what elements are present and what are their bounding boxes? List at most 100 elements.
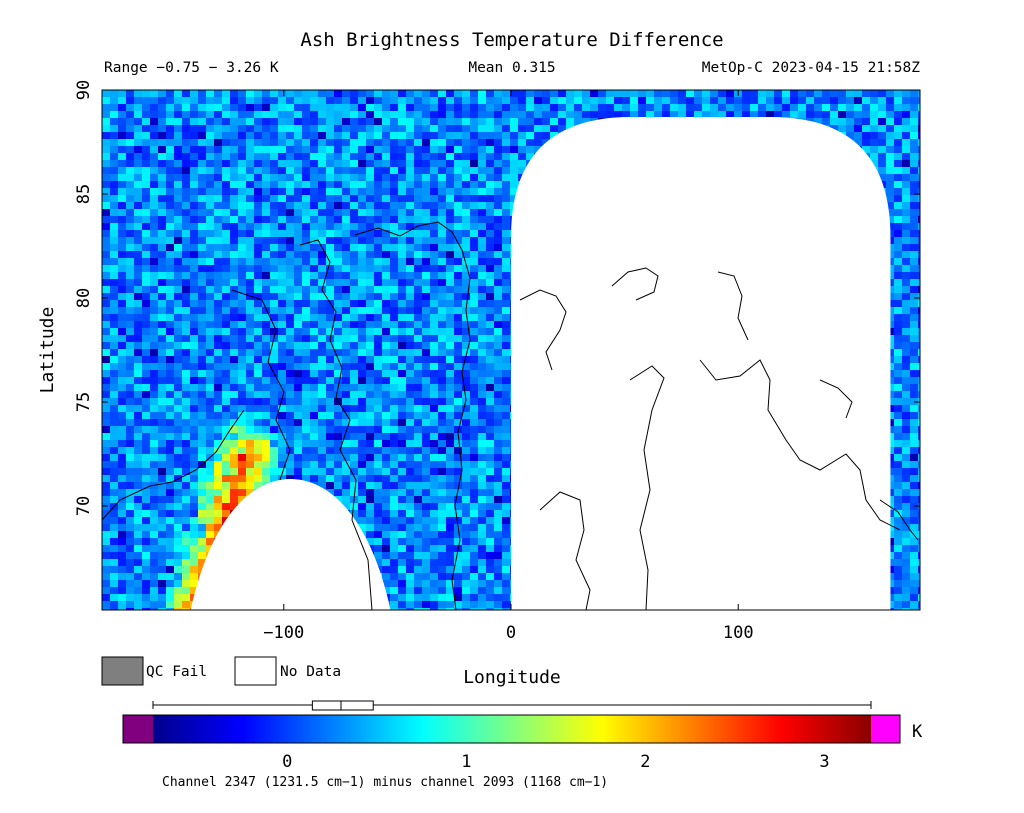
heatmap-cell [342,195,350,202]
heatmap-cell [718,104,726,111]
heatmap-cell [470,174,478,181]
heatmap-cell [310,370,318,377]
heatmap-cell [526,139,534,146]
heatmap-cell [390,111,398,118]
heatmap-cell [118,251,126,258]
heatmap-cell [486,223,494,230]
heatmap-cell [134,258,142,265]
heatmap-cell [222,391,230,398]
heatmap-cell [694,111,702,118]
heatmap-cell [390,216,398,223]
heatmap-cell [846,118,854,125]
heatmap-cell [302,405,310,412]
heatmap-cell [206,230,214,237]
heatmap-cell [486,412,494,419]
heatmap-cell [478,426,486,433]
heatmap-cell [102,314,110,321]
heatmap-cell [270,202,278,209]
heatmap-cell [182,426,190,433]
heatmap-cell [486,272,494,279]
heatmap-cell [398,370,406,377]
heatmap-cell [382,370,390,377]
heatmap-cell [910,160,918,167]
heatmap-cell [558,125,566,132]
heatmap-cell [462,370,470,377]
heatmap-cell [326,279,334,286]
heatmap-cell [462,314,470,321]
heatmap-cell [454,111,462,118]
heatmap-cell [462,132,470,139]
heatmap-cell [110,265,118,272]
heatmap-cell [566,118,574,125]
heatmap-cell [174,356,182,363]
heatmap-cell [430,118,438,125]
heatmap-cell [350,181,358,188]
heatmap-cell [262,314,270,321]
heatmap-cell [126,181,134,188]
heatmap-cell [222,314,230,321]
heatmap-cell [318,104,326,111]
heatmap-cell [198,398,206,405]
heatmap-cell [206,244,214,251]
heatmap-cell [374,251,382,258]
heatmap-cell [238,244,246,251]
heatmap-cell [334,244,342,251]
heatmap-cell [278,258,286,265]
heatmap-cell [118,426,126,433]
heatmap-cell [422,356,430,363]
heatmap-cell [318,118,326,125]
heatmap-cell [326,153,334,160]
heatmap-cell [470,223,478,230]
heatmap-cell [110,272,118,279]
heatmap-cell [406,188,414,195]
heatmap-cell [374,223,382,230]
heatmap-cell [278,412,286,419]
heatmap-cell [182,314,190,321]
heatmap-cell [414,349,422,356]
heatmap-cell [102,419,110,426]
heatmap-cell [446,391,454,398]
heatmap-cell [270,104,278,111]
heatmap-cell [358,97,366,104]
heatmap-cell [246,342,254,349]
heatmap-cell [142,328,150,335]
heatmap-cell [278,111,286,118]
heatmap-cell [278,314,286,321]
heatmap-cell [862,97,870,104]
heatmap-cell [158,223,166,230]
heatmap-cell [918,265,920,272]
heatmap-cell [366,391,374,398]
heatmap-cell [526,132,534,139]
heatmap-cell [110,195,118,202]
heatmap-cell [142,216,150,223]
heatmap-cell [902,405,910,412]
heatmap-cell [198,391,206,398]
heatmap-cell [478,300,486,307]
heatmap-cell [246,181,254,188]
heatmap-cell [326,97,334,104]
heatmap-cell [582,97,590,104]
heatmap-cell [102,216,110,223]
heatmap-cell [462,405,470,412]
heatmap-cell [158,195,166,202]
heatmap-cell [478,286,486,293]
heatmap-cell [390,188,398,195]
heatmap-cell [286,279,294,286]
heatmap-cell [318,160,326,167]
heatmap-cell [366,216,374,223]
heatmap-cell [502,216,510,223]
heatmap-cell [734,111,742,118]
heatmap-cell [726,104,734,111]
heatmap-cell [902,265,910,272]
heatmap-cell [198,223,206,230]
heatmap-cell [654,90,662,97]
heatmap-cell [422,265,430,272]
heatmap-cell [422,328,430,335]
heatmap-cell [894,391,902,398]
heatmap-cell [134,349,142,356]
heatmap-cell [126,426,134,433]
heatmap-cell [326,244,334,251]
heatmap-cell [590,111,598,118]
heatmap-cell [174,244,182,251]
heatmap-cell [278,363,286,370]
